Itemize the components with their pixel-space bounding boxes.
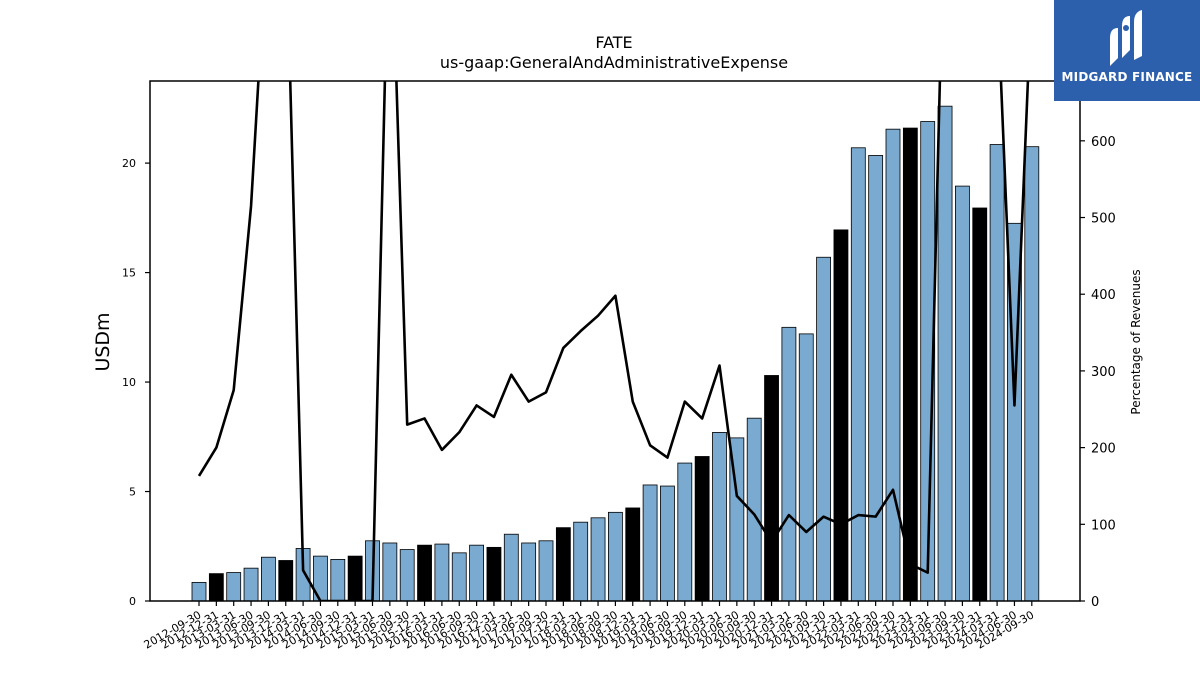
y-axis-label: USDm bbox=[92, 312, 114, 371]
brand-logo: MIDGARD FINANCE bbox=[1054, 0, 1200, 101]
bar-2021-09-30 bbox=[816, 256, 831, 602]
y-tick-label: 5 bbox=[129, 486, 136, 499]
y2-tick-label: 0 bbox=[1091, 595, 1099, 610]
bar-2019-06-30 bbox=[660, 485, 675, 602]
chart-subtitle: us-gaap:GeneralAndAdministrativeExpense bbox=[440, 53, 788, 72]
bar-2023-12-31 bbox=[972, 207, 988, 602]
chart-title: FATE bbox=[595, 33, 632, 52]
bar-2013-03-31 bbox=[226, 572, 242, 602]
bar-2018-12-31 bbox=[625, 507, 641, 602]
y2-tick-label: 400 bbox=[1091, 288, 1116, 303]
bar-2021-03-31 bbox=[781, 326, 797, 602]
bar-2017-03-31 bbox=[503, 533, 519, 602]
bar-2016-09-30 bbox=[469, 544, 485, 602]
bar-2013-09-30 bbox=[260, 556, 276, 602]
bar-2013-06-30 bbox=[243, 567, 259, 602]
bar-2022-09-30 bbox=[885, 128, 901, 602]
bar-2016-12-31 bbox=[486, 546, 502, 602]
bar-2017-09-30 bbox=[538, 540, 554, 602]
bar-2021-12-31 bbox=[833, 229, 849, 602]
bar-2023-06-30 bbox=[937, 105, 953, 602]
y2-tick-label: 300 bbox=[1091, 365, 1116, 380]
bar-2014-12-31 bbox=[347, 555, 363, 602]
y2-tick-label: 100 bbox=[1091, 518, 1116, 533]
bar-2018-06-30 bbox=[590, 517, 606, 602]
bar-2017-12-31 bbox=[555, 527, 571, 602]
y-tick-label: 15 bbox=[122, 267, 136, 280]
bar-2019-09-30 bbox=[677, 462, 693, 602]
bar-2019-03-31 bbox=[642, 484, 658, 602]
bar-2018-09-30 bbox=[608, 511, 623, 602]
bar-2022-03-31 bbox=[850, 147, 866, 602]
bar-2024-03-31 bbox=[989, 144, 1005, 602]
bar-2015-12-31 bbox=[417, 544, 432, 602]
bar-2018-03-31 bbox=[573, 521, 589, 602]
y2-tick-label: 600 bbox=[1091, 135, 1116, 150]
bar-2023-09-30 bbox=[955, 185, 970, 602]
bar-2016-03-31 bbox=[434, 543, 450, 602]
bar-2022-12-31 bbox=[902, 127, 918, 602]
y2-tick-label: 200 bbox=[1091, 442, 1116, 457]
y-tick-label: 0 bbox=[129, 595, 136, 608]
bar-2017-06-30 bbox=[521, 542, 537, 602]
y2-axis-label: Percentage of Revenues bbox=[1129, 269, 1143, 414]
y-tick-label: 20 bbox=[122, 157, 136, 170]
logo-text: MIDGARD FINANCE bbox=[1061, 70, 1193, 84]
bar-2015-09-30 bbox=[399, 549, 415, 602]
bar-2020-12-31 bbox=[764, 375, 779, 602]
y2-tick-label: 500 bbox=[1091, 212, 1116, 227]
percentage-of-revenues-line bbox=[197, 81, 1030, 601]
bar-2012-12-31 bbox=[208, 573, 224, 602]
bar-2022-06-30 bbox=[868, 155, 884, 602]
bar-2013-12-31 bbox=[278, 560, 294, 602]
bar-2015-06-30 bbox=[382, 542, 398, 602]
bar-2012-09-30 bbox=[191, 581, 207, 602]
bar-2019-12-31 bbox=[694, 456, 710, 602]
bar-2016-06-30 bbox=[451, 552, 467, 602]
bar-2020-03-31 bbox=[712, 432, 727, 602]
bar-2021-06-30 bbox=[798, 333, 814, 602]
y-tick-label: 10 bbox=[122, 376, 136, 389]
midgard-logo-icon bbox=[1110, 10, 1142, 66]
bar-2024-09-30 bbox=[1024, 146, 1040, 602]
bar-2014-09-30 bbox=[330, 559, 346, 602]
